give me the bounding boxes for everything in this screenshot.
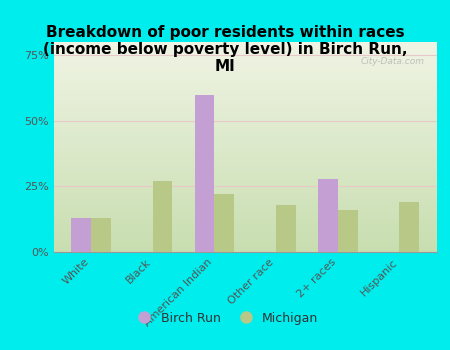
Text: City-Data.com: City-Data.com [361,57,425,66]
Legend: Birch Run, Michigan: Birch Run, Michigan [127,307,323,330]
Bar [276,205,296,252]
Bar [91,218,111,252]
Bar [318,178,338,252]
Bar [338,210,358,252]
Text: Breakdown of poor residents within races
(income below poverty level) in Birch R: Breakdown of poor residents within races… [43,25,407,74]
Bar [214,194,234,252]
Bar [153,181,172,252]
Bar [71,218,91,252]
Bar [400,202,419,252]
Bar [195,94,214,252]
